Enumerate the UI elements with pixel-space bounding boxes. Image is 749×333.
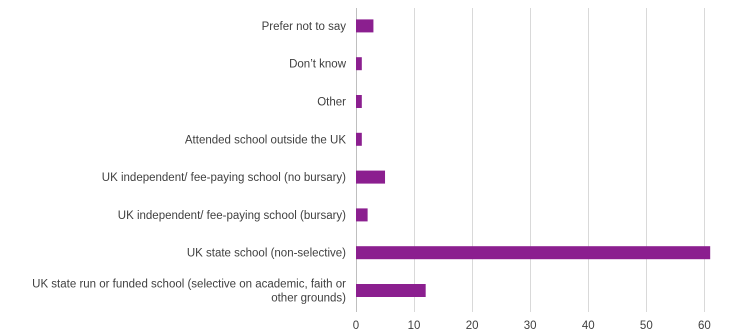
category-label: UK state run or funded school (selective… <box>32 279 346 305</box>
category-labels: Prefer not to say Don’t know Other Attended… <box>32 21 347 305</box>
bar <box>356 132 362 146</box>
x-tick-label: 0 <box>353 320 359 332</box>
x-tick-label: 20 <box>466 320 479 332</box>
bar <box>356 170 386 184</box>
category-label: Other <box>317 97 346 109</box>
bars <box>356 19 711 297</box>
bar <box>356 57 362 71</box>
x-tick-label: 40 <box>582 320 595 332</box>
x-axis-tick-labels: 0 10 20 30 40 50 60 <box>353 320 711 332</box>
category-label: UK independent/ fee-paying school (no bu… <box>102 172 346 184</box>
bar <box>356 284 426 297</box>
bar <box>356 208 368 222</box>
gridlines <box>356 8 705 312</box>
category-label: Don’t know <box>289 59 347 71</box>
category-label: Prefer not to say <box>262 21 347 33</box>
category-label: Attended school outside the UK <box>185 134 346 146</box>
x-tick-label: 50 <box>640 320 653 332</box>
x-tick-label: 30 <box>524 320 537 332</box>
bar <box>356 95 362 108</box>
category-label: UK state school (non-selective) <box>187 248 346 260</box>
bar <box>356 19 374 33</box>
bar <box>356 246 711 260</box>
x-tick-label: 60 <box>698 320 711 332</box>
category-label: UK independent/ fee-paying school (bursa… <box>118 210 346 222</box>
x-tick-label: 10 <box>408 320 421 332</box>
